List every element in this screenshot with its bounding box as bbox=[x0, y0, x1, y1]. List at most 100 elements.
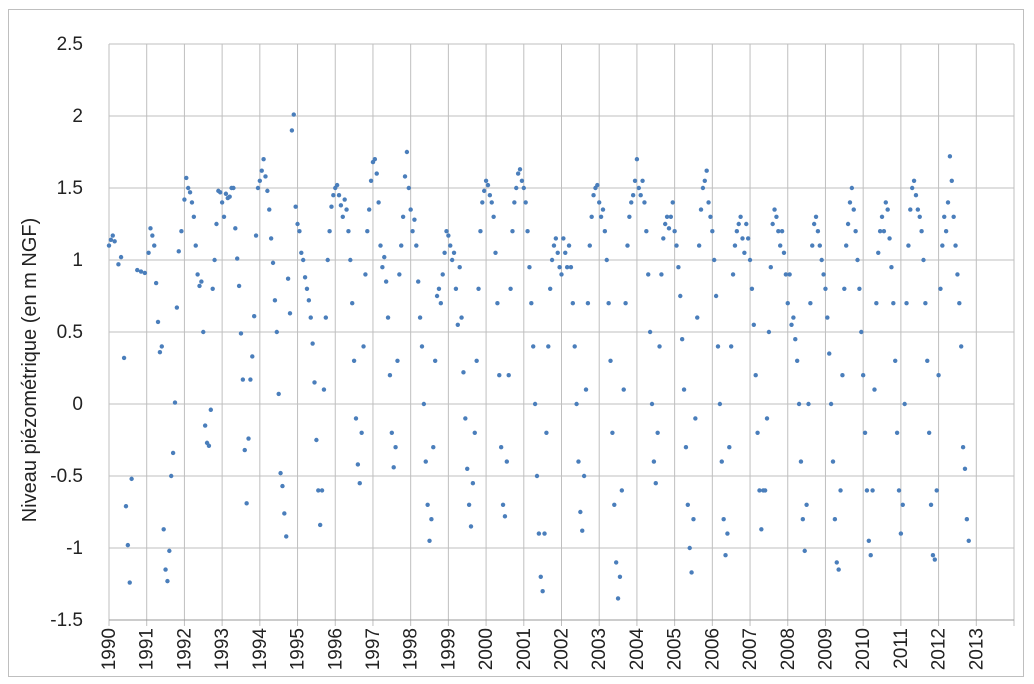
data-point bbox=[966, 538, 971, 543]
data-point bbox=[427, 538, 432, 543]
data-point bbox=[736, 221, 741, 227]
data-point bbox=[678, 293, 683, 299]
data-point bbox=[150, 233, 155, 238]
data-point bbox=[106, 243, 112, 248]
data-point bbox=[885, 207, 890, 212]
data-point bbox=[723, 553, 728, 558]
data-point bbox=[649, 401, 655, 407]
data-point bbox=[531, 344, 536, 349]
data-point bbox=[123, 504, 129, 509]
data-point bbox=[442, 250, 447, 255]
data-point bbox=[297, 229, 302, 234]
data-point bbox=[148, 226, 153, 231]
data-point bbox=[719, 459, 724, 464]
data-point bbox=[874, 301, 879, 306]
data-point bbox=[233, 226, 238, 231]
x-tick-label: 2001 bbox=[514, 628, 535, 670]
data-point bbox=[399, 243, 404, 248]
data-point bbox=[832, 517, 838, 522]
data-point bbox=[350, 301, 355, 306]
data-point bbox=[387, 373, 393, 378]
data-point bbox=[604, 257, 609, 263]
data-point bbox=[218, 190, 223, 195]
data-point bbox=[184, 175, 189, 181]
data-point bbox=[926, 430, 932, 435]
data-point bbox=[891, 301, 896, 306]
data-point bbox=[155, 319, 161, 325]
chart-frame bbox=[8, 9, 1024, 677]
data-point bbox=[274, 329, 279, 335]
data-point bbox=[404, 149, 410, 155]
data-point bbox=[808, 301, 813, 306]
data-point bbox=[265, 188, 270, 194]
data-point bbox=[299, 250, 304, 255]
data-point bbox=[110, 233, 115, 238]
data-point bbox=[585, 301, 591, 306]
data-point bbox=[847, 200, 853, 205]
data-point bbox=[238, 331, 244, 336]
data-point bbox=[138, 269, 144, 274]
data-point bbox=[323, 315, 329, 320]
data-point bbox=[476, 286, 481, 291]
data-point bbox=[549, 257, 555, 263]
data-point bbox=[657, 344, 662, 349]
data-point bbox=[336, 193, 342, 198]
x-tick-label: 2007 bbox=[740, 628, 761, 670]
data-point bbox=[474, 358, 479, 363]
data-point bbox=[359, 430, 364, 435]
data-point bbox=[355, 462, 361, 467]
data-point bbox=[642, 200, 647, 205]
data-point bbox=[542, 531, 547, 536]
data-point bbox=[440, 272, 445, 277]
data-point bbox=[346, 229, 351, 234]
data-point bbox=[632, 178, 638, 183]
data-point bbox=[704, 168, 709, 173]
data-point bbox=[715, 344, 721, 349]
x-tick-label: 1999 bbox=[438, 628, 459, 670]
data-point bbox=[862, 430, 868, 435]
data-point bbox=[708, 214, 713, 219]
data-point bbox=[544, 430, 549, 435]
data-point bbox=[804, 502, 809, 507]
x-tick-label: 1998 bbox=[401, 628, 422, 670]
data-point bbox=[308, 315, 313, 320]
data-point bbox=[551, 243, 557, 248]
data-point bbox=[432, 358, 438, 363]
data-point bbox=[561, 236, 566, 241]
x-tick-label: 2003 bbox=[589, 628, 610, 670]
x-tick-label: 1994 bbox=[250, 628, 271, 671]
data-point bbox=[363, 272, 368, 277]
data-point bbox=[470, 481, 476, 486]
data-point bbox=[446, 233, 451, 238]
data-point bbox=[911, 178, 917, 183]
data-point bbox=[532, 401, 538, 407]
data-point bbox=[250, 354, 255, 359]
data-point bbox=[779, 229, 785, 234]
data-point bbox=[206, 443, 212, 448]
data-point bbox=[393, 445, 398, 450]
data-point bbox=[825, 315, 830, 320]
data-point bbox=[195, 272, 200, 277]
data-point bbox=[129, 476, 134, 482]
data-point bbox=[938, 286, 943, 291]
data-point bbox=[510, 229, 515, 234]
data-point bbox=[823, 286, 828, 291]
data-point bbox=[947, 154, 953, 159]
data-point bbox=[876, 250, 881, 255]
data-point bbox=[734, 229, 740, 234]
data-point bbox=[578, 509, 583, 515]
data-point bbox=[508, 286, 513, 291]
data-point bbox=[357, 481, 362, 486]
data-point bbox=[153, 280, 159, 286]
data-point bbox=[519, 178, 525, 183]
data-point bbox=[625, 243, 630, 248]
data-point bbox=[231, 185, 236, 191]
data-point bbox=[553, 236, 559, 241]
data-point bbox=[727, 445, 732, 450]
data-point bbox=[959, 344, 964, 349]
data-point bbox=[842, 286, 847, 291]
data-point bbox=[187, 190, 193, 195]
data-point bbox=[670, 200, 675, 205]
data-point bbox=[617, 574, 623, 579]
